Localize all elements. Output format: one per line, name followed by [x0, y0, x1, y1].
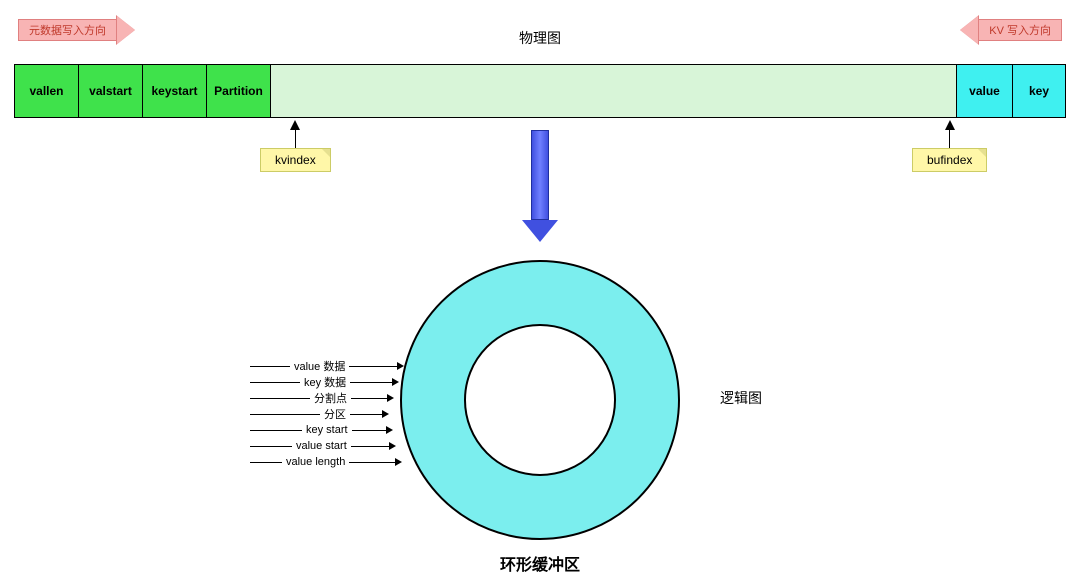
down-arrow-body — [531, 130, 549, 220]
annot-row: key start — [250, 422, 404, 438]
down-arrow — [522, 130, 558, 242]
cell-keystart: keystart — [143, 65, 207, 117]
cell-partition: Partition — [207, 65, 271, 117]
annot-line — [352, 430, 386, 431]
annot-row: value start — [250, 438, 404, 454]
ring-caption: 环形缓冲区 — [500, 551, 580, 575]
kvindex-pointer: kvindex — [260, 120, 331, 172]
annot-line — [250, 414, 320, 415]
annot-arrow-icon — [397, 362, 404, 370]
pointer-line — [949, 130, 950, 148]
cell-value: value — [957, 65, 1013, 117]
arrow-head-left-icon — [960, 16, 978, 44]
annot-line — [250, 398, 310, 399]
annot-arrow-icon — [387, 394, 394, 402]
cell-middle — [271, 65, 957, 117]
meta-write-arrow: 元数据写入方向 — [18, 16, 135, 44]
meta-write-label: 元数据写入方向 — [18, 19, 117, 41]
ring-outer — [400, 260, 680, 540]
annot-arrow-icon — [389, 442, 396, 450]
annot-text: key 数据 — [300, 374, 350, 390]
annot-row: value length — [250, 454, 404, 470]
annot-line — [349, 462, 395, 463]
kv-write-arrow: KV 写入方向 — [960, 16, 1062, 44]
kvindex-note: kvindex — [260, 148, 331, 172]
arrow-head-right-icon — [117, 16, 135, 44]
buffer-bar: vallen valstart keystart Partition value… — [14, 64, 1066, 118]
annot-arrow-icon — [395, 458, 402, 466]
annot-line — [250, 430, 302, 431]
annot-line — [349, 366, 397, 367]
annot-row: key 数据 — [250, 374, 404, 390]
annot-text: 分割点 — [310, 390, 351, 406]
logical-title: 逻辑图 — [720, 388, 762, 408]
annot-line — [250, 366, 290, 367]
annot-line — [350, 382, 392, 383]
annot-row: 分割点 — [250, 390, 404, 406]
cell-key: key — [1013, 65, 1065, 117]
annot-text: value start — [292, 440, 351, 452]
bufindex-pointer: bufindex — [912, 120, 987, 172]
annot-text: key start — [302, 424, 352, 436]
annot-text: value length — [282, 456, 349, 468]
annot-arrow-icon — [392, 378, 399, 386]
ring-inner — [464, 324, 616, 476]
cell-vallen: vallen — [15, 65, 79, 117]
cell-valstart: valstart — [79, 65, 143, 117]
down-arrow-head-icon — [522, 220, 558, 242]
annot-line — [250, 382, 300, 383]
annot-line — [351, 446, 389, 447]
annot-line — [351, 398, 387, 399]
annot-arrow-icon — [386, 426, 393, 434]
annot-row: 分区 — [250, 406, 404, 422]
annot-line — [250, 462, 282, 463]
pointer-arrow-icon — [290, 120, 300, 130]
ring-buffer — [400, 260, 680, 540]
physical-title: 物理图 — [519, 28, 561, 48]
annot-text: 分区 — [320, 406, 350, 422]
annot-row: value 数据 — [250, 358, 404, 374]
annot-arrow-icon — [382, 410, 389, 418]
pointer-arrow-icon — [945, 120, 955, 130]
annot-text: value 数据 — [290, 358, 349, 374]
annot-line — [250, 446, 292, 447]
annotation-group: value 数据 key 数据 分割点 分区 key start value s… — [250, 358, 404, 470]
annot-line — [350, 414, 382, 415]
pointer-line — [295, 130, 296, 148]
kv-write-label: KV 写入方向 — [978, 19, 1062, 41]
bufindex-note: bufindex — [912, 148, 987, 172]
